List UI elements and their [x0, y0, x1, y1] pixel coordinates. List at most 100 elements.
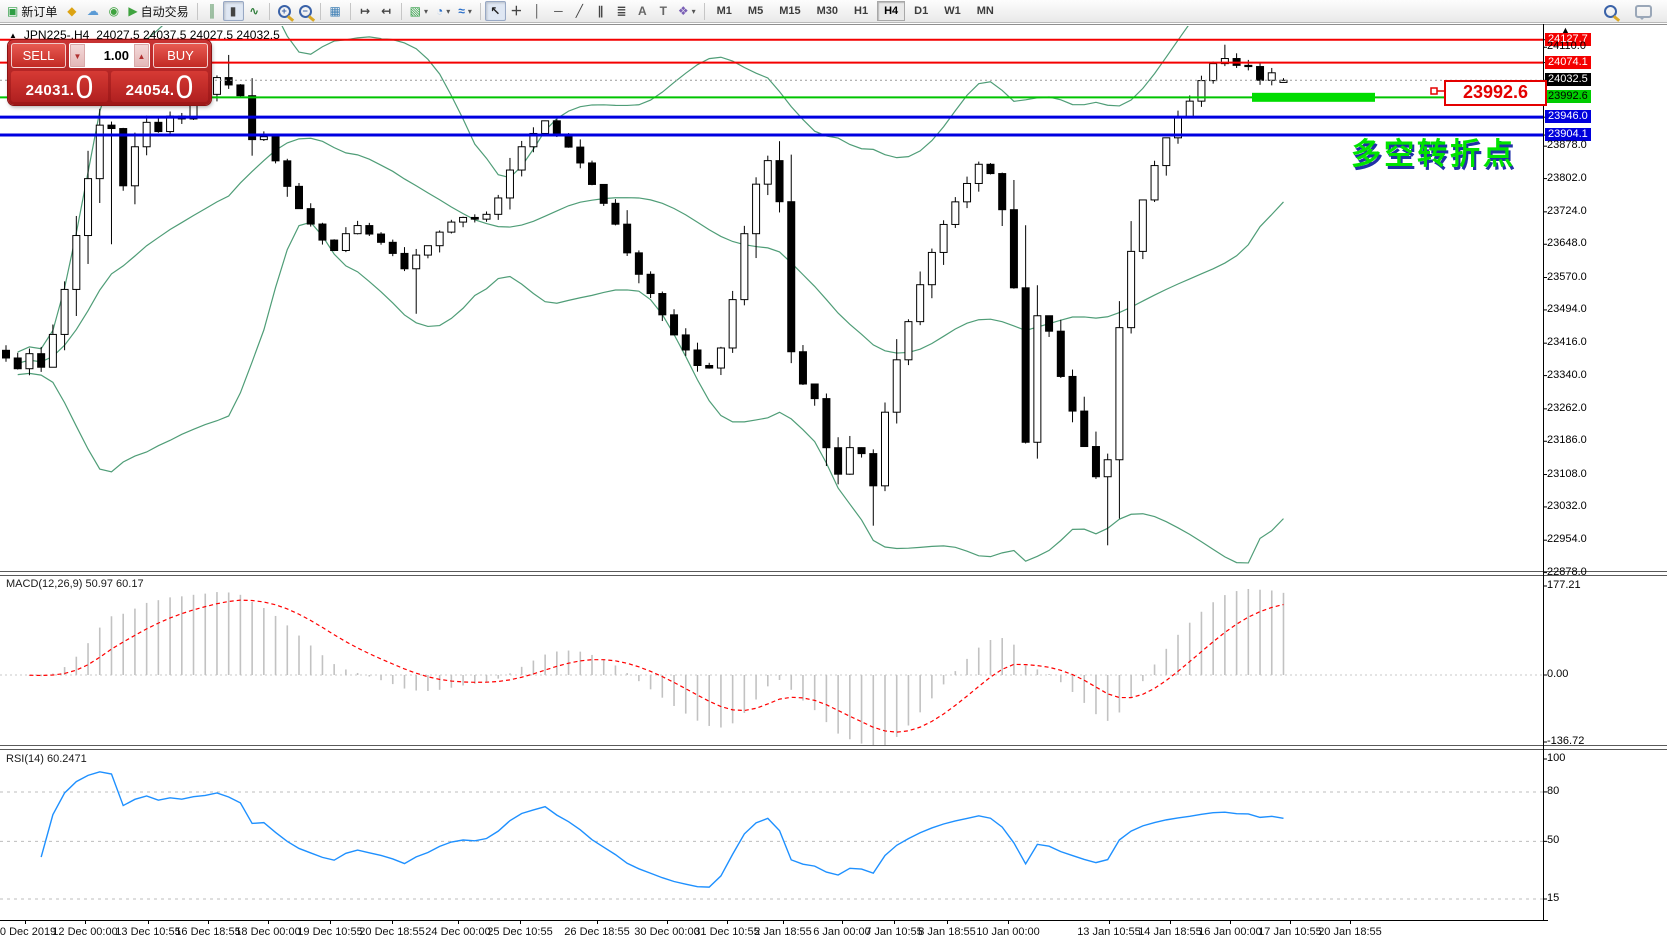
price-axis-label: 23946.0 [1545, 110, 1591, 124]
zoom-out-button[interactable] [295, 1, 316, 21]
candlestick-icon: ▮ [229, 4, 237, 18]
buy-price-big-digit: 0 [175, 69, 194, 105]
scroll-marker-icon: ▲ [1561, 25, 1570, 35]
price-tag-label[interactable]: 23992.6 [1444, 80, 1547, 106]
candlestick-chart-button[interactable]: ▮ [222, 1, 244, 21]
buy-price: 24054. [125, 82, 175, 99]
chart-shift-button[interactable]: ↦ [355, 1, 376, 21]
chart-annotation-text[interactable]: 多空转折点 [1351, 138, 1516, 171]
volume-down-stepper[interactable]: ▼ [70, 44, 85, 67]
profiles-icon: ◔ [435, 4, 444, 18]
timeframe-w1[interactable]: W1 [944, 5, 961, 17]
dropdown-arrow-icon: ▾ [467, 6, 472, 16]
text-button[interactable]: A [632, 1, 653, 21]
rsi-axis-label: 100 [1547, 752, 1566, 764]
rsi-axis-label: 15 [1547, 891, 1560, 904]
toolbar: ▣新订单◆☁◉▶自动交易║▮∿▦↦↤▧▾◔▾≈▾↖＋│─╱∥≣AT❖▾M1M5M… [0, 0, 1667, 23]
new-chart-button[interactable]: ▧ ▾ [406, 1, 432, 21]
collapse-arrow-icon[interactable]: ▲ [9, 31, 17, 40]
signals-button[interactable]: ◉ [103, 1, 124, 21]
signals-icon: ◉ [108, 4, 120, 18]
timeframe-m15[interactable]: M15 [779, 5, 801, 17]
auto-scroll-button[interactable]: ↤ [376, 1, 397, 21]
equidistant-channel-button[interactable]: ∥ [590, 1, 611, 21]
crosshair-button[interactable]: ＋ [506, 1, 527, 21]
autotrading-button[interactable]: ▶ 自动交易 [124, 1, 192, 21]
trendline-highlight-segment[interactable] [1252, 92, 1375, 102]
fibonacci-button[interactable]: ≣ [611, 1, 632, 21]
sell-price-button[interactable]: 24031. 0 [11, 71, 108, 103]
sell-button[interactable]: SELL [11, 43, 66, 68]
time-axis-label: 7 Jan 10:55 [865, 926, 923, 938]
volume-field[interactable]: 1.00 [85, 44, 134, 67]
buy-button[interactable]: BUY [153, 43, 208, 68]
line-chart-button[interactable]: ∿ [244, 1, 265, 21]
market-icon: ◆ [67, 4, 77, 18]
search-icon [1604, 4, 1617, 18]
chat-icon [1635, 4, 1652, 20]
time-axis-label: 20 Jan 18:55 [1318, 926, 1382, 938]
time-axis-label: 6 Jan 00:00 [813, 926, 871, 938]
timeframe-m1[interactable]: M1 [716, 5, 732, 17]
indicators-icon: ≈ [458, 4, 465, 18]
vertical-line-button[interactable]: │ [527, 1, 548, 21]
search-button[interactable] [1600, 1, 1621, 21]
macd-axis-label: -136.72 [1547, 735, 1585, 747]
macd-axis-label: 0.00 [1547, 668, 1569, 680]
buy-price-button[interactable]: 24054. 0 [111, 69, 208, 105]
toolbar-right-group [1600, 1, 1664, 21]
mql5-market-button[interactable]: ◆ [61, 1, 82, 21]
horizontal-line-icon: ─ [554, 4, 563, 18]
dropdown-arrow-icon: ▾ [423, 6, 428, 16]
zoom-out-icon [298, 4, 312, 18]
tile-windows-icon: ▦ [329, 4, 341, 18]
price-axis-label: 24127.7 [1545, 32, 1591, 46]
timeframe-m5[interactable]: M5 [747, 5, 764, 17]
time-axis-label: 26 Dec 18:55 [564, 926, 630, 938]
time-axis-label: 16 Dec 18:55 [175, 926, 241, 938]
toolbar-separator [400, 2, 402, 20]
volume-up-stepper[interactable]: ▲ [134, 44, 149, 67]
arrows-icon: ❖ [677, 4, 689, 18]
timeframe-mn[interactable]: MN [976, 5, 994, 17]
new-order-button-label: 新订单 [21, 4, 58, 19]
time-axis-label: 10 Dec 2019 [0, 926, 57, 938]
rsi-axis-label: 80 [1547, 784, 1560, 797]
community-button[interactable]: ☁ [82, 1, 103, 21]
time-axis-label: 14 Jan 18:55 [1138, 926, 1202, 938]
sell-price: 24031. [25, 82, 75, 99]
trendline-button[interactable]: ╱ [569, 1, 590, 21]
timeframe-h4[interactable]: H4 [877, 1, 906, 21]
arrows-button[interactable]: ❖ ▾ [674, 1, 700, 21]
autotrading-button-label: 自动交易 [140, 4, 189, 19]
price-axis-label: 23878.0 [1547, 139, 1587, 152]
cursor-button[interactable]: ↖ [484, 1, 506, 21]
bar-chart-button[interactable]: ║ [202, 1, 223, 21]
price-axis[interactable]: 24127.7 24110.0 24074.1 24032.5 23992.6 23946… [1544, 23, 1666, 920]
profiles-button[interactable]: ◔ ▾ [432, 1, 454, 21]
price-axis-label: 22954.0 [1547, 533, 1587, 546]
dropdown-arrow-icon: ▾ [691, 6, 696, 16]
indicators-button[interactable]: ≈ ▾ [454, 1, 476, 21]
bollinger-middle-band [17, 137, 1284, 364]
timeframe-d1[interactable]: D1 [914, 5, 929, 17]
text-label-button[interactable]: T [653, 1, 674, 21]
price-axis-label: 24074.1 [1545, 55, 1591, 69]
timeframe-m30[interactable]: M30 [816, 5, 838, 17]
tile-windows-button[interactable]: ▦ [325, 1, 346, 21]
chat-button[interactable] [1631, 1, 1656, 21]
price-tag-anchor[interactable] [1430, 87, 1438, 95]
timeframe-h1[interactable]: H1 [854, 5, 869, 17]
time-axis-label: 17 Jan 10:55 [1258, 926, 1322, 938]
price-axis-label: 22878.0 [1547, 565, 1587, 578]
time-axis-label: 20 Dec 18:55 [359, 926, 425, 938]
new-order-icon: ▣ [7, 4, 19, 18]
price-axis-label: 23992.6 [1545, 90, 1591, 104]
price-axis-label: 23416.0 [1547, 336, 1587, 349]
new-order-button[interactable]: ▣ 新订单 [3, 1, 61, 21]
trendline-icon: ╱ [575, 4, 583, 18]
toolbar-separator [196, 2, 198, 20]
horizontal-line-button[interactable]: ─ [548, 1, 569, 21]
text-label-icon: T [659, 4, 668, 18]
zoom-in-button[interactable] [274, 1, 295, 21]
